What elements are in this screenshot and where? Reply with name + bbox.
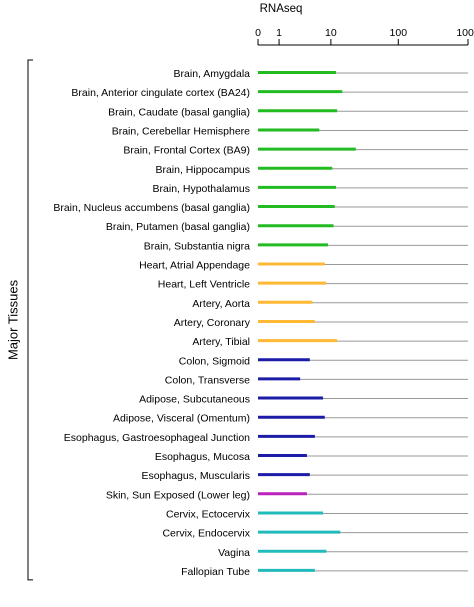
category-label: Heart, Left Ventricle — [158, 279, 250, 291]
bars — [258, 71, 356, 572]
category-label: Brain, Anterior cingulate cortex (BA24) — [71, 87, 250, 99]
category-label: Brain, Hypothalamus — [153, 183, 250, 195]
x-tick-label: 1 — [276, 27, 282, 39]
category-label: Brain, Nucleus accumbens (basal ganglia) — [53, 202, 250, 214]
category-label: Esophagus, Muscularis — [141, 470, 250, 482]
category-label: Cervix, Endocervix — [162, 528, 250, 540]
category-label: Esophagus, Mucosa — [155, 451, 250, 463]
category-label: Brain, Substantia nigra — [144, 240, 250, 252]
category-label: Brain, Frontal Cortex (BA9) — [123, 145, 250, 157]
category-label: Cervix, Ectocervix — [166, 508, 251, 520]
category-label: Colon, Sigmoid — [179, 355, 250, 367]
category-label: Fallopian Tube — [181, 566, 250, 578]
x-tick-label: 1000 — [456, 27, 474, 39]
category-label: Brain, Amygdala — [174, 68, 251, 80]
category-label: Brain, Caudate (basal ganglia) — [108, 106, 250, 118]
x-tick-label: 100 — [390, 27, 408, 39]
category-label: Artery, Tibial — [192, 336, 250, 348]
category-label: Colon, Transverse — [165, 374, 250, 386]
group-bracket: Major Tissues — [5, 59, 33, 581]
category-label: Adipose, Visceral (Omentum) — [113, 413, 250, 425]
category-label: Artery, Coronary — [174, 317, 251, 329]
category-label: Brain, Cerebellar Hemisphere — [112, 125, 250, 137]
category-label: Brain, Hippocampus — [155, 164, 250, 176]
category-label: Vagina — [218, 547, 250, 559]
category-label: Heart, Atrial Appendage — [139, 260, 250, 272]
x-axis: 0 1 10 100 1000 — [255, 27, 474, 46]
x-tick-label: 0 — [255, 27, 261, 39]
group-label: Major Tissues — [5, 279, 20, 360]
category-label: Esophagus, Gastroesophageal Junction — [64, 432, 250, 444]
group-bracket-line — [27, 59, 33, 581]
category-label: Adipose, Subcutaneous — [139, 394, 250, 406]
x-axis-title: RNAseq — [260, 3, 303, 15]
category-labels: Brain, Amygdala Brain, Anterior cingulate… — [53, 68, 250, 578]
category-label: Skin, Sun Exposed (Lower leg) — [106, 489, 250, 501]
category-label: Brain, Putamen (basal ganglia) — [106, 221, 250, 233]
x-tick-label: 10 — [325, 27, 337, 39]
category-label: Artery, Aorta — [192, 298, 250, 310]
